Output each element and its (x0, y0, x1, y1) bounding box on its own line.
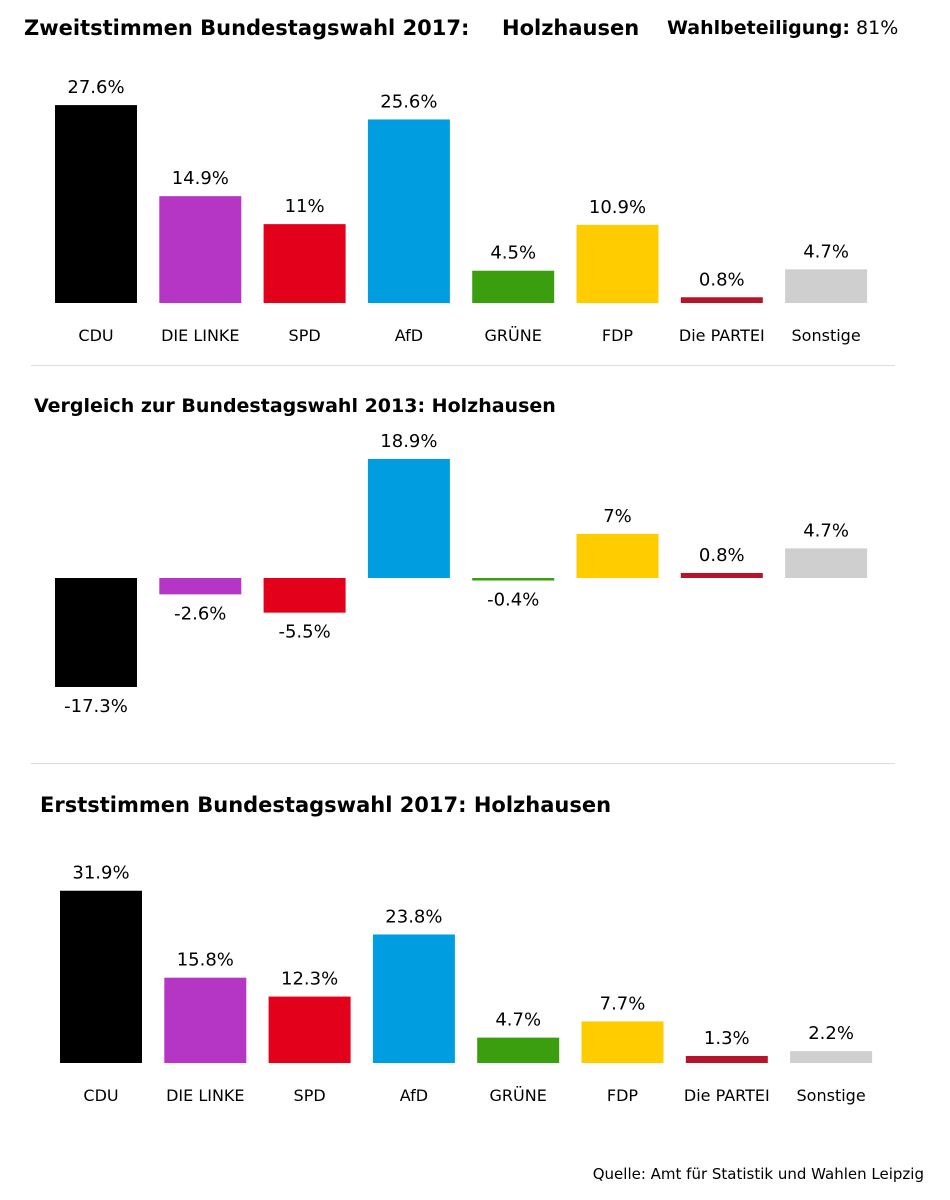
data-label: 2.2% (808, 1023, 854, 1044)
bar-cdu (55, 578, 137, 687)
category-label: CDU (78, 326, 113, 345)
bar-die-partei (685, 1055, 768, 1063)
category-label: FDP (607, 1086, 639, 1105)
bar-grüne (477, 1037, 560, 1063)
data-label: 4.7% (803, 520, 849, 541)
data-label: 11% (285, 196, 325, 217)
bar-afd (367, 119, 450, 303)
data-label: 4.7% (495, 1010, 541, 1031)
place-name: Holzhausen (502, 16, 640, 40)
bar-die-linke (164, 977, 247, 1063)
data-label: 18.9% (380, 431, 437, 452)
data-label: 25.6% (380, 91, 437, 112)
category-label: Sonstige (792, 326, 861, 345)
bar-afd (367, 458, 450, 578)
bar-fdp (576, 224, 659, 303)
category-label: DIE LINKE (161, 326, 239, 345)
category-label: GRÜNE (490, 1086, 547, 1105)
category-label: Sonstige (797, 1086, 866, 1105)
data-label: 12.3% (281, 969, 338, 990)
data-label: -5.5% (278, 622, 330, 643)
category-label: SPD (289, 326, 321, 345)
section-divider (31, 365, 895, 366)
category-label: FDP (602, 326, 634, 345)
category-label: Die PARTEI (684, 1086, 770, 1105)
bar-fdp (576, 533, 659, 578)
category-label: GRÜNE (485, 326, 542, 345)
bar-afd (372, 934, 455, 1063)
bar-grüne (472, 578, 555, 581)
category-label: Die PARTEI (679, 326, 765, 345)
data-label: -0.4% (487, 590, 539, 611)
data-label: 0.8% (699, 545, 745, 566)
data-label: 1.3% (704, 1028, 750, 1049)
bar-cdu (60, 890, 142, 1063)
bar-spd (263, 578, 346, 613)
turnout: Wahlbeteiligung: 81% (667, 17, 898, 39)
data-label: 7.7% (600, 993, 646, 1014)
data-label: -2.6% (174, 603, 226, 624)
bar-spd (268, 996, 351, 1063)
bar-fdp (581, 1021, 664, 1063)
bar-grüne (472, 270, 555, 303)
bar-die-partei (680, 297, 763, 303)
chart-title-erststimmen: Erststimmen Bundestagswahl 2017: Holzhau… (40, 793, 612, 817)
bar-cdu (55, 105, 137, 303)
data-label: 10.9% (589, 197, 646, 218)
bar-spd (263, 224, 346, 303)
data-label: 7% (603, 506, 632, 527)
bar-die-partei (680, 572, 763, 578)
data-label: -17.3% (64, 696, 128, 717)
category-label: DIE LINKE (166, 1086, 244, 1105)
category-label: SPD (294, 1086, 326, 1105)
bar-sonstige (785, 269, 868, 303)
category-label: AfD (400, 1086, 428, 1105)
chart-zweitstimmen: 27.6% CDU 14.9% DIE LINKE 11% SPD 25.6% AfD 4.5%… (55, 77, 868, 345)
data-label: 27.6% (67, 77, 124, 98)
data-label: 15.8% (177, 950, 234, 971)
bar-sonstige (785, 548, 868, 578)
data-label: 31.9% (72, 863, 129, 884)
bar-sonstige (790, 1051, 873, 1063)
chart-title-zweitstimmen: Zweitstimmen Bundestagswahl 2017: (24, 16, 470, 40)
data-label: 14.9% (172, 168, 229, 189)
category-label: AfD (395, 326, 423, 345)
section-divider (31, 763, 895, 764)
data-label: 23.8% (385, 906, 442, 927)
chart-title-vergleich: Vergleich zur Bundestagswahl 2013: Holzh… (34, 395, 556, 417)
data-label: 4.5% (490, 243, 536, 264)
turnout-value: 81% (856, 17, 899, 39)
category-label: CDU (83, 1086, 118, 1105)
data-label: 4.7% (803, 241, 849, 262)
bar-die-linke (159, 578, 242, 595)
chart-erststimmen: 31.9% CDU 15.8% DIE LINKE 12.3% SPD 23.8% AfD 4.… (60, 863, 873, 1105)
chart-vergleich: -17.3% -2.6% -5.5% 18.9% -0.4% 7% 0.8% 4.7% (55, 431, 868, 717)
source-note: Quelle: Amt für Statistik und Wahlen Lei… (592, 1165, 924, 1183)
bar-die-linke (159, 196, 242, 303)
data-label: 0.8% (699, 269, 745, 290)
turnout-label: Wahlbeteiligung: (667, 17, 850, 39)
